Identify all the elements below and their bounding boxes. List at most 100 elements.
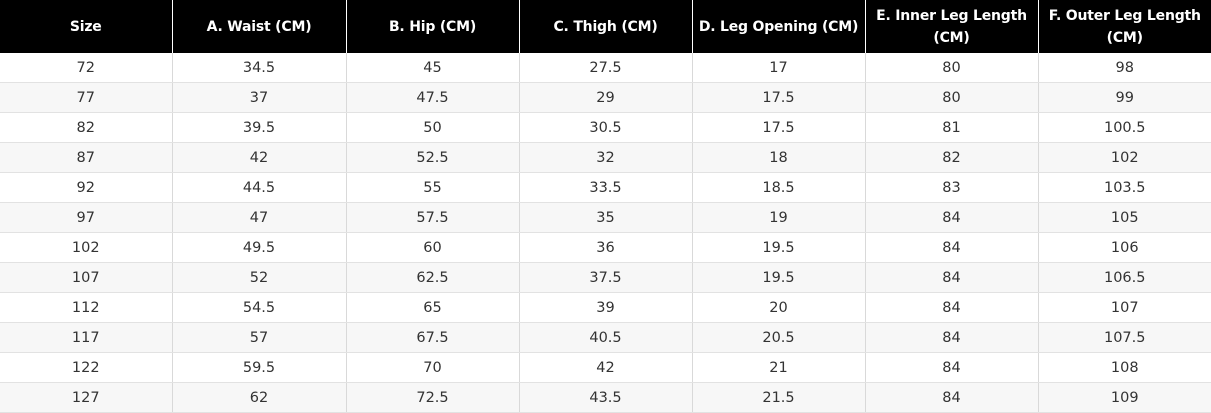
cell-size: 127 [0,382,173,413]
table-header: Size A. Waist (CM) B. Hip (CM) C. Thigh … [0,0,1211,53]
header-thigh: C. Thigh (CM) [519,0,693,53]
cell-leg-opening: 21 [692,352,866,383]
table-row: 87 42 52.5 32 18 82 102 [0,142,1211,173]
cell-outer-leg-length: 102 [1038,142,1211,173]
cell-size: 92 [0,172,173,203]
cell-waist: 37 [172,82,347,113]
table-row: 82 39.5 50 30.5 17.5 81 100.5 [0,112,1211,143]
cell-leg-opening: 20 [692,292,866,323]
table-row: 112 54.5 65 39 20 84 107 [0,292,1211,323]
table-row: 117 57 67.5 40.5 20.5 84 107.5 [0,322,1211,353]
table-body: 72 34.5 45 27.5 17 80 98 77 37 47.5 29 17.5 80 99 82 39… [0,53,1211,413]
cell-leg-opening: 19.5 [692,232,866,263]
cell-inner-leg-length: 80 [865,53,1039,83]
cell-outer-leg-length: 107 [1038,292,1211,323]
cell-size: 112 [0,292,173,323]
cell-outer-leg-length: 99 [1038,82,1211,113]
cell-outer-leg-length: 106.5 [1038,262,1211,293]
cell-inner-leg-length: 82 [865,142,1039,173]
table-row: 102 49.5 60 36 19.5 84 106 [0,232,1211,263]
header-row: Size A. Waist (CM) B. Hip (CM) C. Thigh … [0,0,1211,53]
cell-leg-opening: 18.5 [692,172,866,203]
cell-outer-leg-length: 107.5 [1038,322,1211,353]
cell-hip: 45 [346,53,520,83]
table-row: 127 62 72.5 43.5 21.5 84 109 [0,382,1211,413]
cell-inner-leg-length: 81 [865,112,1039,143]
cell-thigh: 43.5 [519,382,693,413]
cell-waist: 34.5 [172,53,347,83]
cell-thigh: 33.5 [519,172,693,203]
header-leg-opening: D. Leg Opening (CM) [692,0,866,53]
cell-outer-leg-length: 105 [1038,202,1211,233]
cell-size: 72 [0,53,173,83]
cell-size: 122 [0,352,173,383]
cell-size: 82 [0,112,173,143]
cell-waist: 57 [172,322,347,353]
cell-leg-opening: 18 [692,142,866,173]
cell-outer-leg-length: 109 [1038,382,1211,413]
cell-size: 97 [0,202,173,233]
cell-hip: 47.5 [346,82,520,113]
header-waist: A. Waist (CM) [172,0,347,53]
cell-inner-leg-length: 84 [865,322,1039,353]
cell-waist: 52 [172,262,347,293]
header-inner-leg-length: E. Inner Leg Length (CM) [865,0,1039,53]
cell-hip: 62.5 [346,262,520,293]
cell-size: 117 [0,322,173,353]
cell-inner-leg-length: 84 [865,292,1039,323]
cell-outer-leg-length: 100.5 [1038,112,1211,143]
cell-hip: 67.5 [346,322,520,353]
cell-outer-leg-length: 103.5 [1038,172,1211,203]
cell-waist: 49.5 [172,232,347,263]
header-hip: B. Hip (CM) [346,0,520,53]
cell-size: 87 [0,142,173,173]
cell-hip: 60 [346,232,520,263]
cell-inner-leg-length: 84 [865,382,1039,413]
cell-outer-leg-length: 98 [1038,53,1211,83]
header-size: Size [0,0,173,53]
cell-leg-opening: 21.5 [692,382,866,413]
cell-leg-opening: 17.5 [692,82,866,113]
cell-leg-opening: 17.5 [692,112,866,143]
table-row: 92 44.5 55 33.5 18.5 83 103.5 [0,172,1211,203]
cell-inner-leg-length: 84 [865,262,1039,293]
cell-leg-opening: 19 [692,202,866,233]
cell-thigh: 35 [519,202,693,233]
cell-waist: 44.5 [172,172,347,203]
cell-hip: 72.5 [346,382,520,413]
cell-hip: 65 [346,292,520,323]
cell-outer-leg-length: 106 [1038,232,1211,263]
cell-thigh: 30.5 [519,112,693,143]
cell-thigh: 37.5 [519,262,693,293]
cell-leg-opening: 17 [692,53,866,83]
cell-waist: 59.5 [172,352,347,383]
cell-inner-leg-length: 84 [865,352,1039,383]
cell-waist: 62 [172,382,347,413]
cell-thigh: 27.5 [519,53,693,83]
table-row: 122 59.5 70 42 21 84 108 [0,352,1211,383]
cell-leg-opening: 19.5 [692,262,866,293]
cell-hip: 70 [346,352,520,383]
header-outer-leg-length: F. Outer Leg Length (CM) [1038,0,1211,53]
cell-hip: 50 [346,112,520,143]
table-row: 72 34.5 45 27.5 17 80 98 [0,53,1211,83]
cell-size: 102 [0,232,173,263]
cell-hip: 55 [346,172,520,203]
cell-thigh: 42 [519,352,693,383]
cell-thigh: 32 [519,142,693,173]
cell-size: 107 [0,262,173,293]
cell-hip: 52.5 [346,142,520,173]
cell-hip: 57.5 [346,202,520,233]
table-row: 97 47 57.5 35 19 84 105 [0,202,1211,233]
cell-inner-leg-length: 84 [865,202,1039,233]
cell-waist: 54.5 [172,292,347,323]
table-row: 77 37 47.5 29 17.5 80 99 [0,82,1211,113]
cell-thigh: 40.5 [519,322,693,353]
cell-thigh: 29 [519,82,693,113]
cell-thigh: 39 [519,292,693,323]
table-row: 107 52 62.5 37.5 19.5 84 106.5 [0,262,1211,293]
cell-waist: 42 [172,142,347,173]
cell-waist: 47 [172,202,347,233]
cell-inner-leg-length: 80 [865,82,1039,113]
